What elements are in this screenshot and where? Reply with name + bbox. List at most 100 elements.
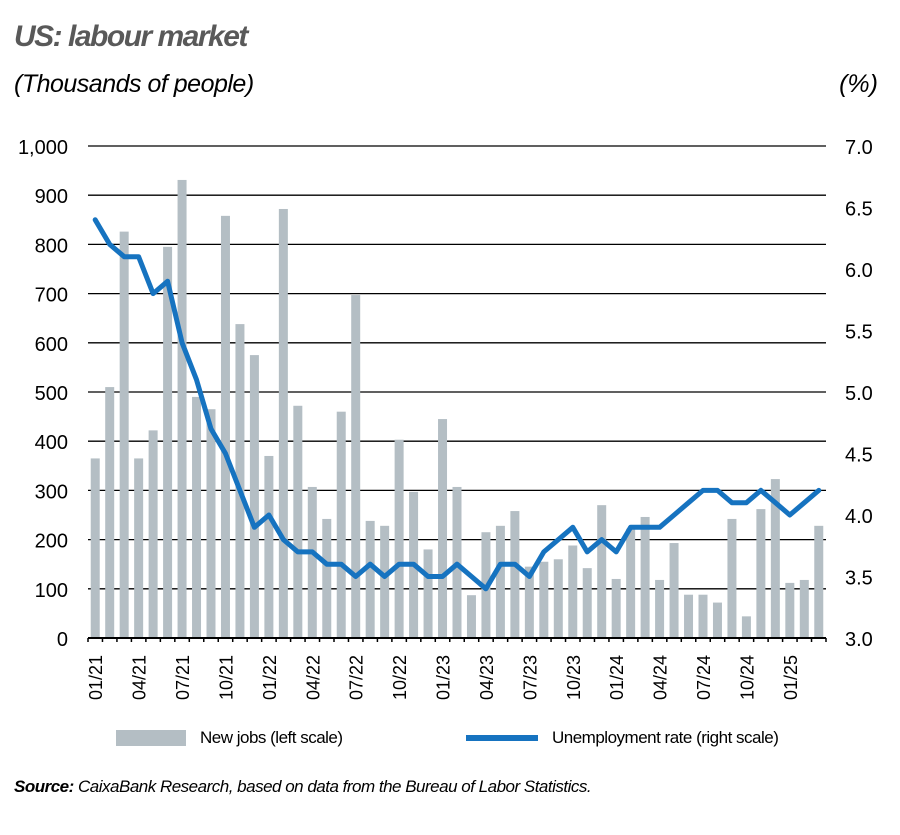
line-series-unemployment (92, 217, 822, 592)
chart-plot: 0 100 200 300 400 500 600 700 800 900 1,000 3.0 3.5… (18, 137, 873, 700)
bar (770, 479, 780, 638)
x-axis: 01/21 04/21 07/21 10/21 01/22 04/22 07/22 10/22… (86, 637, 827, 700)
bar (105, 387, 115, 638)
legend: New jobs (left scale) Unemployment rate … (0, 728, 900, 758)
x-tick-label: 10/23 (564, 655, 584, 700)
x-tick-label: 07/22 (347, 655, 367, 700)
x-tick-label: 01/21 (86, 655, 106, 700)
bar (206, 409, 216, 638)
x-tick-label: 04/23 (477, 655, 497, 700)
left-tick-label: 300 (35, 481, 68, 503)
bar (264, 455, 274, 638)
x-tick-label: 01/25 (781, 655, 801, 700)
bar (90, 458, 100, 638)
source-note: Source: CaixaBank Research, based on dat… (14, 777, 592, 797)
x-tick-label: 10/24 (737, 655, 757, 700)
right-tick-label: 4.0 (845, 506, 873, 528)
bar (698, 594, 708, 638)
bar (322, 518, 332, 638)
left-tick-label: 800 (35, 235, 68, 257)
right-tick-label: 3.5 (845, 568, 873, 590)
line-swatch-icon (466, 735, 538, 741)
bar (192, 396, 202, 638)
bar (134, 458, 144, 638)
bar (785, 582, 795, 638)
bar (669, 543, 679, 638)
bar (539, 561, 549, 638)
bar (495, 525, 505, 638)
bar-swatch-icon (116, 730, 186, 746)
bar (307, 486, 317, 638)
bar (611, 578, 621, 638)
left-tick-label: 0 (57, 629, 68, 651)
x-tick-label: 01/22 (260, 655, 280, 700)
right-tick-label: 5.0 (845, 383, 873, 405)
bar-series-new-jobs (90, 179, 824, 639)
bar (640, 516, 650, 638)
bar (712, 602, 722, 638)
bar (163, 246, 173, 639)
chart-subtitle: (Thousands of people) (14, 70, 254, 98)
bar (582, 568, 592, 638)
x-tick-label: 04/22 (303, 655, 323, 700)
bar (814, 525, 824, 638)
bar (293, 405, 303, 638)
x-tick-label: 01/24 (607, 655, 627, 700)
left-axis-ticks: 0 100 200 300 400 500 600 700 800 900 1,000 (18, 137, 68, 651)
bar (655, 579, 665, 638)
bar (741, 616, 751, 638)
bar (423, 549, 433, 638)
left-tick-label: 400 (35, 432, 68, 454)
right-axis-unit: (%) (839, 70, 878, 98)
bar (336, 411, 346, 638)
left-tick-label: 100 (35, 580, 68, 602)
bar (568, 545, 578, 638)
legend-item-new-jobs: New jobs (left scale) (116, 728, 343, 748)
bar (148, 430, 158, 638)
right-tick-label: 6.0 (845, 260, 873, 282)
source-text: CaixaBank Research, based on data from t… (73, 777, 592, 796)
bar (365, 520, 375, 638)
x-tick-label: 07/23 (520, 655, 540, 700)
bar (278, 208, 288, 638)
legend-item-unemployment: Unemployment rate (right scale) (466, 728, 779, 748)
legend-label-unemployment: Unemployment rate (right scale) (552, 728, 779, 747)
right-tick-label: 4.5 (845, 445, 873, 467)
left-tick-label: 700 (35, 285, 68, 307)
bar (727, 518, 737, 638)
x-tick-label: 10/21 (216, 655, 236, 700)
bar (553, 559, 563, 638)
right-axis-ticks: 3.0 3.5 4.0 4.5 5.0 5.5 6.0 6.5 7.0 (845, 137, 873, 651)
left-tick-label: 900 (35, 186, 68, 208)
right-tick-label: 7.0 (845, 137, 873, 159)
bar (684, 594, 694, 638)
bar (756, 509, 766, 638)
bar (626, 528, 636, 638)
bar (119, 231, 129, 638)
x-tick-label: 07/24 (694, 655, 714, 700)
left-tick-label: 200 (35, 531, 68, 553)
source-label: Source: (14, 777, 74, 796)
x-tick-label: 10/22 (390, 655, 410, 700)
bar (438, 419, 448, 638)
right-tick-label: 6.5 (845, 199, 873, 221)
bar (351, 295, 361, 638)
right-tick-label: 5.5 (845, 322, 873, 344)
x-tick-label: 01/23 (434, 655, 454, 700)
legend-label-new-jobs: New jobs (left scale) (200, 728, 343, 747)
bar (394, 439, 404, 638)
right-tick-label: 3.0 (845, 629, 873, 651)
bar (466, 595, 476, 638)
x-tick-label: 04/24 (651, 655, 671, 700)
chart-title: US: labour market (14, 20, 248, 53)
left-tick-label: 500 (35, 383, 68, 405)
x-tick-label: 04/21 (130, 655, 150, 700)
bar (597, 505, 607, 638)
bar (177, 179, 187, 638)
bar (510, 511, 520, 638)
bar (799, 579, 809, 638)
x-tick-label: 07/21 (173, 655, 193, 700)
bar (249, 355, 259, 638)
bar (380, 525, 390, 638)
bar (524, 566, 534, 638)
